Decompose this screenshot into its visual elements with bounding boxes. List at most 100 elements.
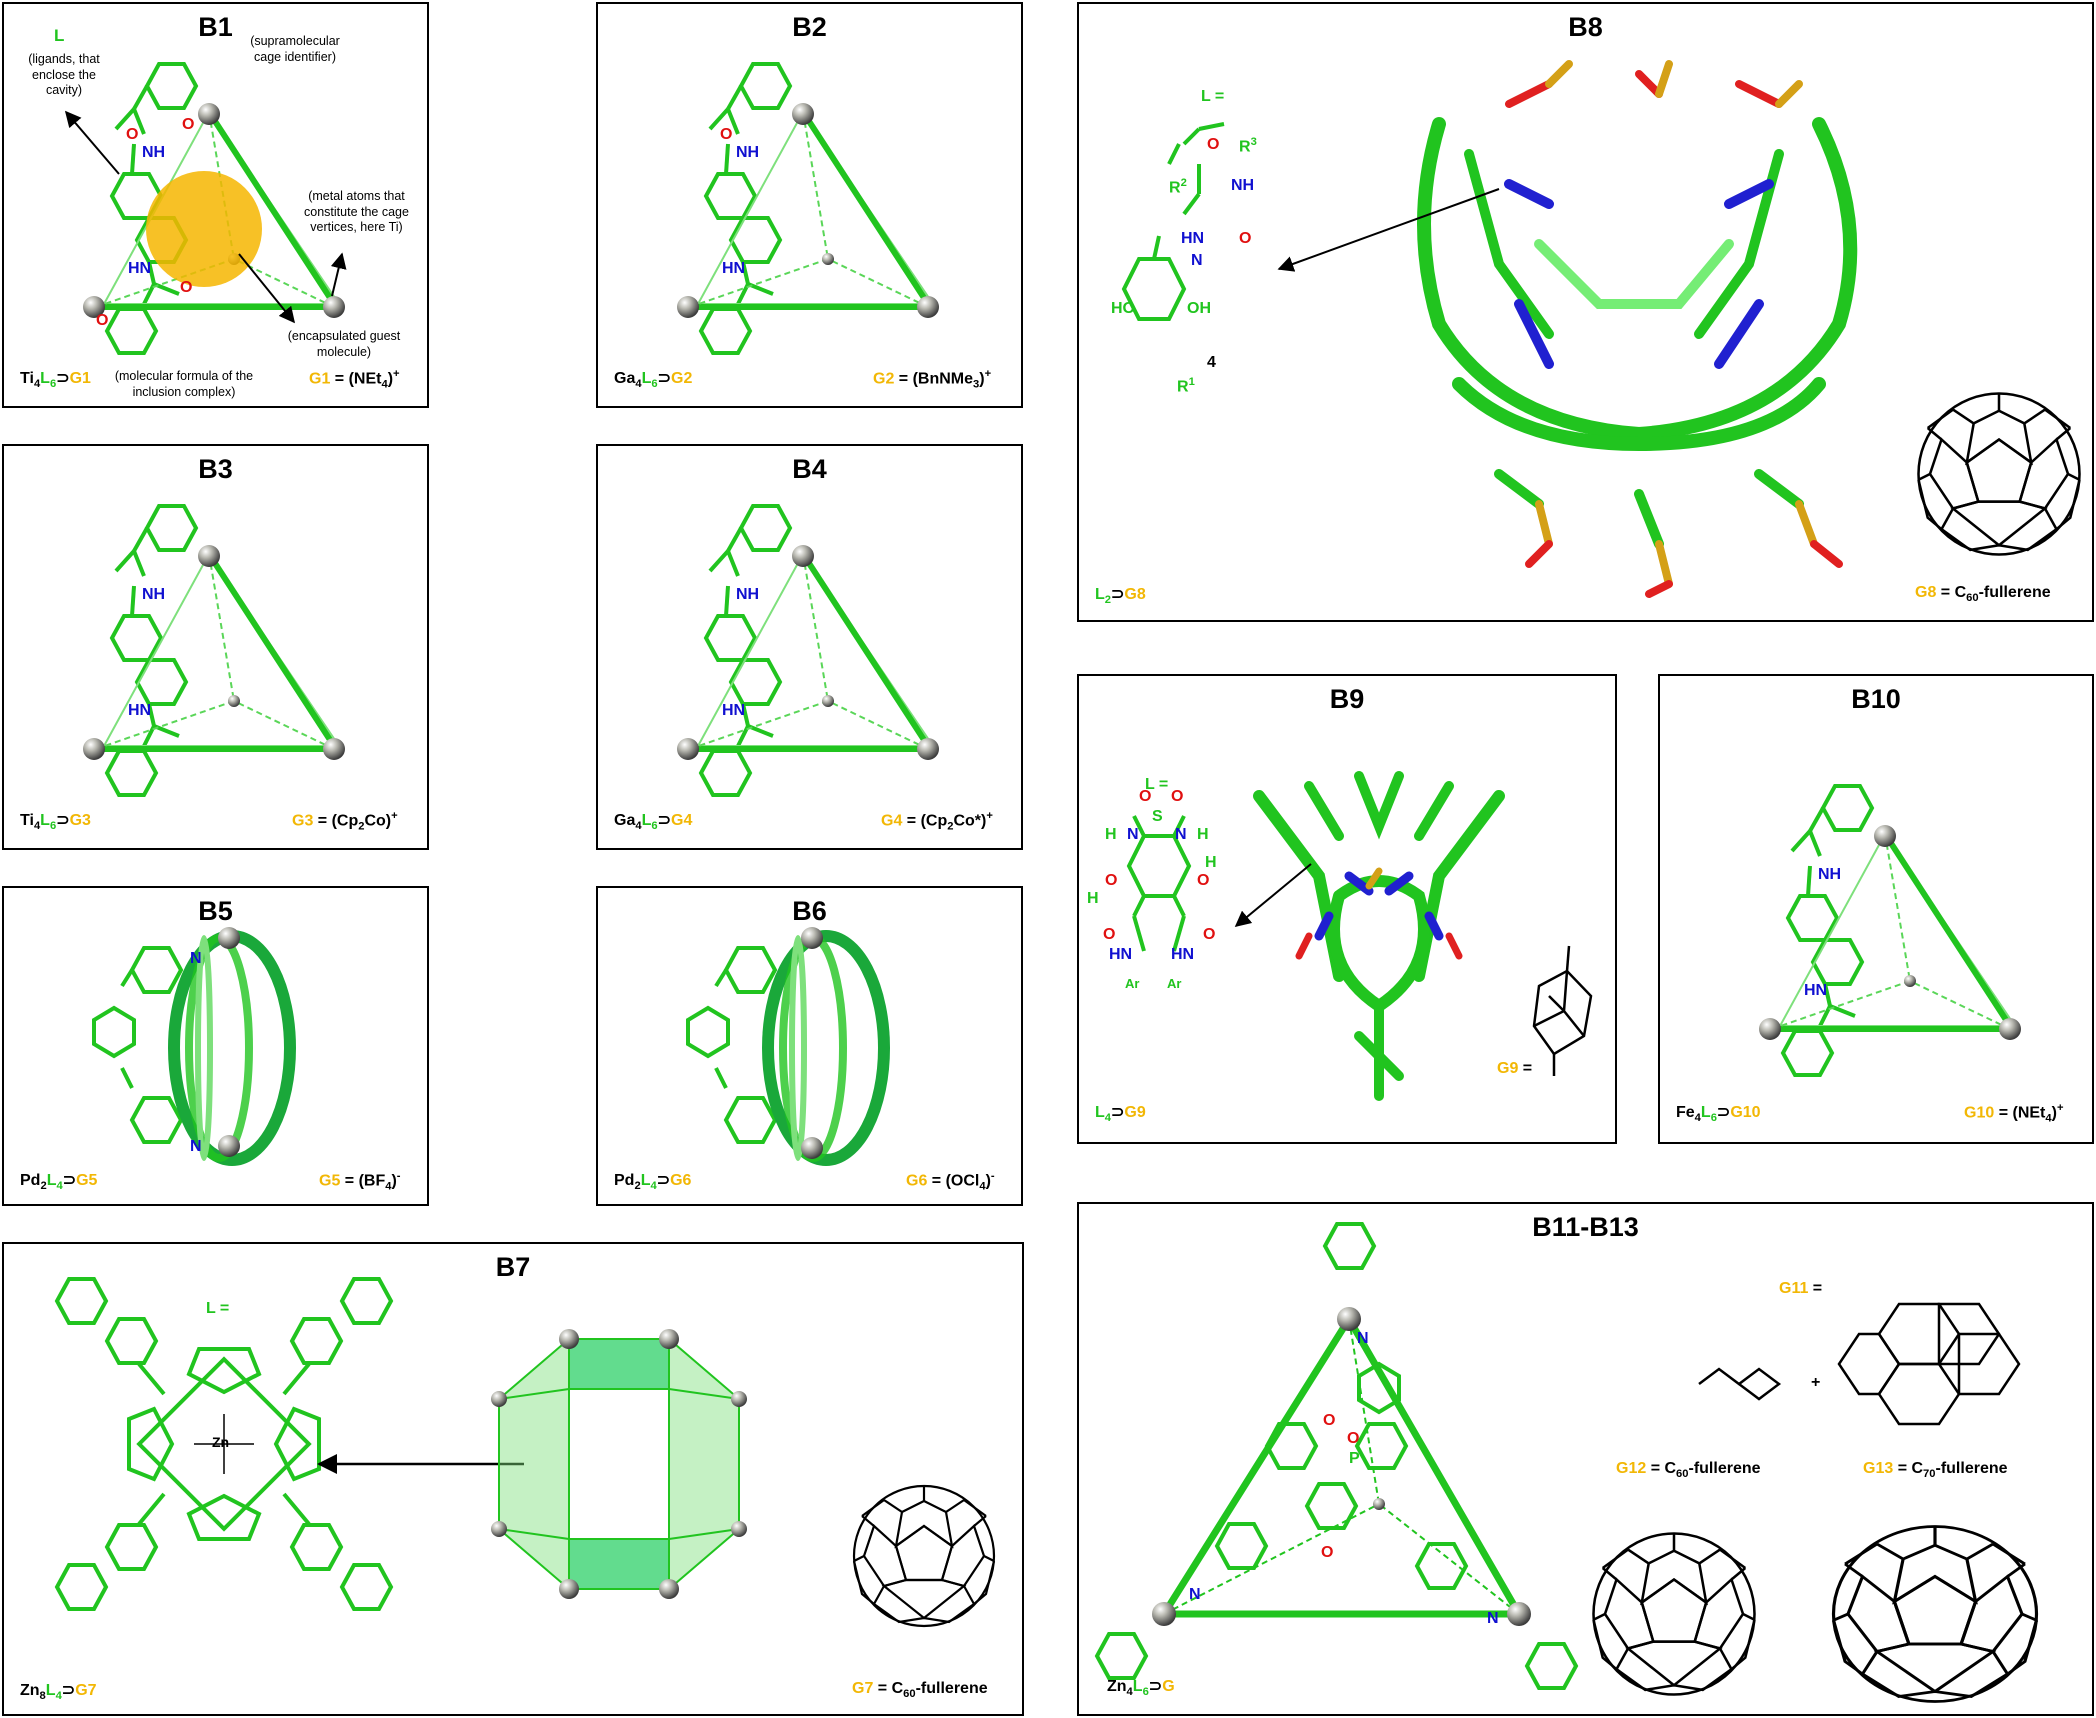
hydrogen-2: H <box>1197 826 1209 843</box>
amide-nh-1: NH <box>142 144 166 161</box>
panel-b6: B6 Pd2L4⊃G6 G6 = (OCl4)- <box>596 886 1023 1206</box>
panel-b10: B10 NH HN Fe4L6⊃G10 G10 = (NEt4)+ <box>1658 674 2094 1144</box>
ligand-equals: L = <box>206 1300 230 1317</box>
formula: Ti4L6⊃G3 <box>20 812 91 833</box>
amine-hn-2: HN <box>1171 946 1195 963</box>
amide-hn: HN <box>722 702 746 719</box>
cage-illustration <box>64 62 429 355</box>
cage-note: (supramolecular cage identifier) <box>250 34 340 64</box>
guest-label: G5 = (BF4)- <box>319 1170 401 1193</box>
amide-nh: NH <box>1231 177 1255 194</box>
guest-label: G6 = (OCl4)- <box>906 1170 995 1193</box>
g11-label: G11 = <box>1779 1280 1823 1297</box>
formula: L4⊃G9 <box>1095 1104 1146 1125</box>
r1-group: R1 <box>1177 376 1195 396</box>
aryl-2: Ar <box>1167 976 1182 991</box>
hydrogen-4: H <box>1087 890 1099 907</box>
panel-b5: B5 N N Pd2L4⊃G5 G5 = (BF4)- <box>2 886 429 1206</box>
amide-nh: NH <box>1818 866 1842 883</box>
guest-label: G3 = (Cp2Co)+ <box>292 810 398 833</box>
ether-oxygen-2: O <box>1321 1544 1334 1561</box>
panel-title: B11-B13 <box>1532 1212 1639 1242</box>
oxygen-3: O <box>180 279 193 296</box>
capsule-illustration <box>1121 60 2081 598</box>
panel-title: B8 <box>1568 12 1603 42</box>
nitrogen-2: N <box>1175 826 1187 843</box>
formula: Pd2L4⊃G5 <box>20 1172 98 1193</box>
cage-illustration <box>598 62 1023 355</box>
sulfonyl-oxygen-2: O <box>1171 788 1184 805</box>
nitrogen-bottom: N <box>190 1138 202 1155</box>
nitrogen-right: N <box>1487 1610 1499 1627</box>
formula: Zn4L6⊃G <box>1107 1678 1175 1699</box>
panel-title: B2 <box>792 12 827 42</box>
formula: Ga4L6⊃G4 <box>614 812 693 833</box>
guest-label: G4 = (Cp2Co*)+ <box>881 810 993 833</box>
cage-illustration <box>4 504 429 797</box>
hydroxyl-left: HO <box>1111 300 1135 317</box>
hydroxyl-oxygen-1: O <box>1105 872 1118 889</box>
panel-b2: B2 NH HN O Ga4L6⊃G2 G2 = (BnNMe3)+ <box>596 2 1023 408</box>
guest-label: G9 = <box>1497 1060 1533 1077</box>
guest-label: G7 = C60-fullerene <box>852 1680 988 1701</box>
amide-hn: HN <box>128 702 152 719</box>
plus-sign: + <box>1811 1374 1821 1391</box>
guest-label: G10 = (NEt4)+ <box>1964 1102 2064 1125</box>
carbonyl-oxygen-2: O <box>1203 926 1216 943</box>
guest-note: (encapsulated guest molecule) <box>287 329 401 359</box>
oxygen-mid: O <box>1239 230 1252 247</box>
repeat-count: 4 <box>1207 354 1216 371</box>
phosphorus: P <box>1349 1450 1360 1467</box>
cage-illustration <box>598 504 1023 797</box>
panel-title: B1 <box>198 12 233 42</box>
panel-title: B4 <box>792 454 827 484</box>
oxygen: O <box>720 126 733 143</box>
hydrazone-hn: HN <box>1181 230 1205 247</box>
panel-b7: B7 <box>2 1242 1024 1716</box>
panel-title: B3 <box>198 454 233 484</box>
amide-nh: NH <box>142 586 166 603</box>
hydroxyl-right: OH <box>1187 300 1211 317</box>
oxygen-top: O <box>1207 136 1220 153</box>
oxygen-2: O <box>182 116 195 133</box>
panel-title: B9 <box>1329 684 1365 714</box>
guest-label: G1 = (NEt4)+ <box>309 368 400 391</box>
hydrogen-3: H <box>1205 854 1217 871</box>
panel-title: B7 <box>495 1252 531 1282</box>
oxygen-1: O <box>126 126 139 143</box>
guest-label: G8 = C60-fullerene <box>1915 584 2051 605</box>
cage-illustration <box>92 927 296 1166</box>
hydrogen-1: H <box>1105 826 1117 843</box>
sulfonyl-oxygen-1: O <box>1139 788 1152 805</box>
panel-b3: B3 NH HN Ti4L6⊃G3 G3 = (Cp2Co)+ <box>2 444 429 850</box>
ligand-equals: L = <box>1145 776 1169 793</box>
r3-group: R3 <box>1239 136 1257 156</box>
nitrogen-1: N <box>1127 826 1139 843</box>
amide-hn: HN <box>1804 982 1828 999</box>
ligand-letter: L <box>54 26 65 45</box>
formula: Ti4L6⊃G1 <box>20 370 91 391</box>
formula: L2⊃G8 <box>1095 586 1146 607</box>
panel-b11-b13: B11-B13 <box>1077 1202 2094 1716</box>
cage-illustration <box>1660 784 2094 1077</box>
hydrazone-n: N <box>1191 252 1203 269</box>
panel-b1: B1 L (ligands, that enclose the cavity) … <box>2 2 429 408</box>
hydroxyl-oxygen-2: O <box>1197 872 1210 889</box>
guest-label: G2 = (BnNMe3)+ <box>873 368 992 391</box>
panel-b9: B9 L = S O O N N H <box>1077 674 1617 1144</box>
amide-nh: NH <box>736 586 760 603</box>
amide-hn: HN <box>722 260 746 277</box>
ligand-note: (ligands, that enclose the cavity) <box>28 52 100 98</box>
aryl-1: Ar <box>1125 976 1140 991</box>
sulfur-atom: S <box>1152 808 1163 825</box>
carbonyl-oxygen-1: O <box>1103 926 1116 943</box>
panel-b4: B4 NH HN Ga4L6⊃G4 G4 = (Cp2Co*)+ <box>596 444 1023 850</box>
cage-illustration <box>686 927 890 1166</box>
ligand-equals: L = <box>1201 88 1225 105</box>
cavitand-illustration <box>1126 771 1593 1101</box>
metal-note: (metal atoms that constitute the cage ve… <box>304 189 409 235</box>
nitrogen-top: N <box>190 950 202 967</box>
cage-illustration <box>1094 1222 2039 1704</box>
porphyrin-cage-illustration <box>54 1277 996 1628</box>
formula-note: (molecular formula of the inclusion comp… <box>114 369 254 399</box>
